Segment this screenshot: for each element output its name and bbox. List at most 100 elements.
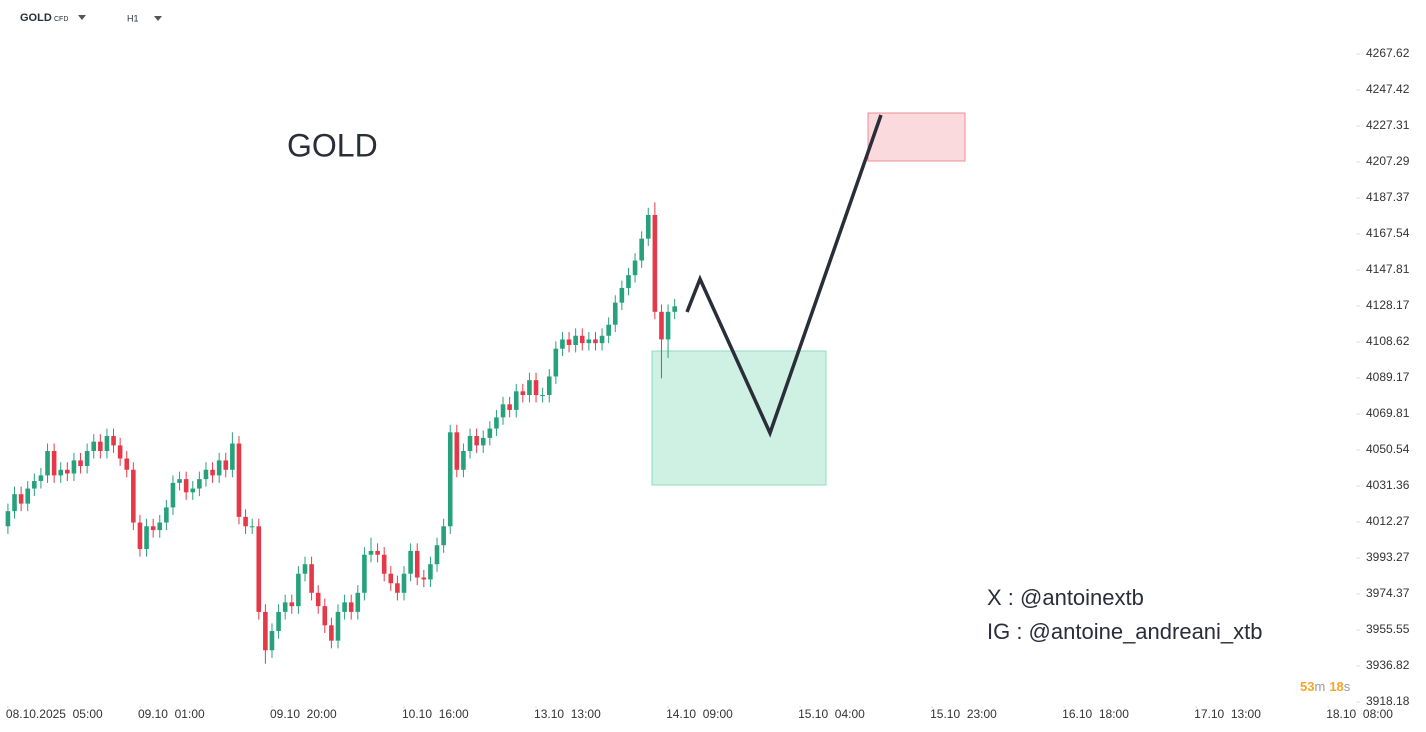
candle-body (98, 441, 103, 452)
candle-body (282, 602, 288, 612)
candle-body (223, 460, 229, 470)
y-tick-label: 4069.81 (1366, 406, 1410, 420)
x-tick-label: 10.10 16:00 (402, 707, 469, 721)
y-tick-label: 4227.31 (1366, 118, 1410, 132)
candle-body (474, 436, 479, 446)
symbol-tag: CFD (54, 16, 68, 23)
candle-body (639, 238, 644, 261)
timer-seconds: 18 (1329, 679, 1343, 694)
candle-body (408, 550, 413, 574)
support-zone (651, 350, 827, 486)
candle-body (71, 460, 77, 474)
candle-body (25, 488, 31, 504)
x-tick-label: 15.10 23:00 (930, 707, 997, 721)
candle-body (249, 526, 255, 528)
candle-body (58, 469, 64, 476)
chart-title: GOLD (287, 127, 378, 163)
candle-body (111, 436, 116, 446)
candle-body (18, 494, 24, 504)
annotation: X : @antoinextb (987, 585, 1144, 610)
y-tick-label: 3918.18 (1366, 694, 1410, 708)
candle-body (494, 417, 499, 429)
candle-body (645, 214, 651, 239)
candle-body (230, 443, 235, 470)
candle-body (553, 348, 559, 377)
candle-body (348, 602, 354, 612)
candle-body (579, 335, 585, 344)
target-zone (867, 112, 966, 162)
candle-body (263, 611, 268, 651)
candle-body (91, 441, 97, 452)
y-tick-label: 3955.55 (1366, 622, 1410, 636)
y-tick-label: 4147.81 (1366, 262, 1410, 276)
x-tick-label: 09.10 01:00 (138, 707, 205, 721)
candle-body (672, 306, 677, 312)
candle-body (652, 214, 658, 312)
candle-body (157, 522, 163, 531)
x-tick-label: 09.10 20:00 (270, 707, 337, 721)
timer-unit: s (1344, 679, 1351, 694)
y-tick-label: 4247.42 (1366, 82, 1410, 96)
candle-body (540, 395, 545, 397)
candle-body (626, 275, 631, 288)
candle-body (375, 550, 380, 555)
candle-body (619, 287, 625, 303)
candle-body (527, 380, 532, 396)
dropdown-arrow[interactable] (78, 15, 86, 20)
x-tick-label: 14.10 09:00 (666, 707, 733, 721)
candle-body (467, 436, 473, 452)
candle-body (302, 564, 308, 574)
timer-unit: m (1314, 679, 1325, 694)
x-tick-label: 16.10 18:00 (1062, 707, 1129, 721)
candle-body (131, 469, 136, 523)
y-tick-label: 3974.37 (1366, 586, 1410, 600)
x-tick-label: 15.10 04:00 (798, 707, 865, 721)
interval[interactable]: H1 (127, 13, 139, 23)
candle-body (362, 554, 367, 593)
candle-body (487, 428, 493, 438)
candle-body (573, 335, 578, 345)
candle-body (665, 311, 671, 340)
candle-body (170, 482, 176, 508)
candle-body (117, 445, 123, 459)
candle-body (447, 432, 453, 527)
candle-body (342, 602, 347, 612)
candle-body (606, 324, 611, 336)
candle-body (256, 526, 262, 612)
candle-body (45, 451, 50, 476)
y-tick-label: 4089.17 (1366, 370, 1410, 384)
candle-body (599, 335, 605, 344)
candle-body (236, 443, 242, 517)
candle-body (177, 479, 182, 483)
candle-body (659, 311, 664, 340)
candle-body (124, 458, 130, 470)
candle-body (414, 550, 420, 578)
candle-body (566, 339, 572, 345)
y-tick-label: 4128.17 (1366, 298, 1410, 312)
annotation: IG : @antoine_andreani_xtb (987, 619, 1263, 644)
x-tick-label: 08.10.2025 05:00 (6, 707, 103, 721)
candle-body (243, 516, 248, 527)
candle-body (368, 550, 374, 555)
candle-body (612, 302, 618, 325)
candle-body (401, 573, 407, 593)
candle-body (12, 494, 17, 512)
candle-body (203, 469, 209, 480)
y-tick-label: 4050.54 (1366, 442, 1410, 456)
candle-body (461, 451, 466, 470)
candle-body (197, 479, 202, 489)
x-tick-label: 18.10 08:00 (1326, 707, 1393, 721)
y-tick-label: 4167.54 (1366, 226, 1410, 240)
y-tick-label: 3936.82 (1366, 658, 1410, 672)
y-tick-label: 4108.62 (1366, 334, 1410, 348)
candle-body (190, 488, 196, 493)
symbol[interactable]: GOLD (20, 12, 52, 24)
y-tick-label: 4207.29 (1366, 154, 1410, 168)
dropdown-arrow[interactable] (154, 16, 162, 21)
x-tick-label: 13.10 13:00 (534, 707, 601, 721)
timer-minutes: 53 (1300, 679, 1314, 694)
candle-body (5, 511, 11, 527)
candle-body (322, 606, 328, 626)
candle-body (632, 260, 638, 276)
